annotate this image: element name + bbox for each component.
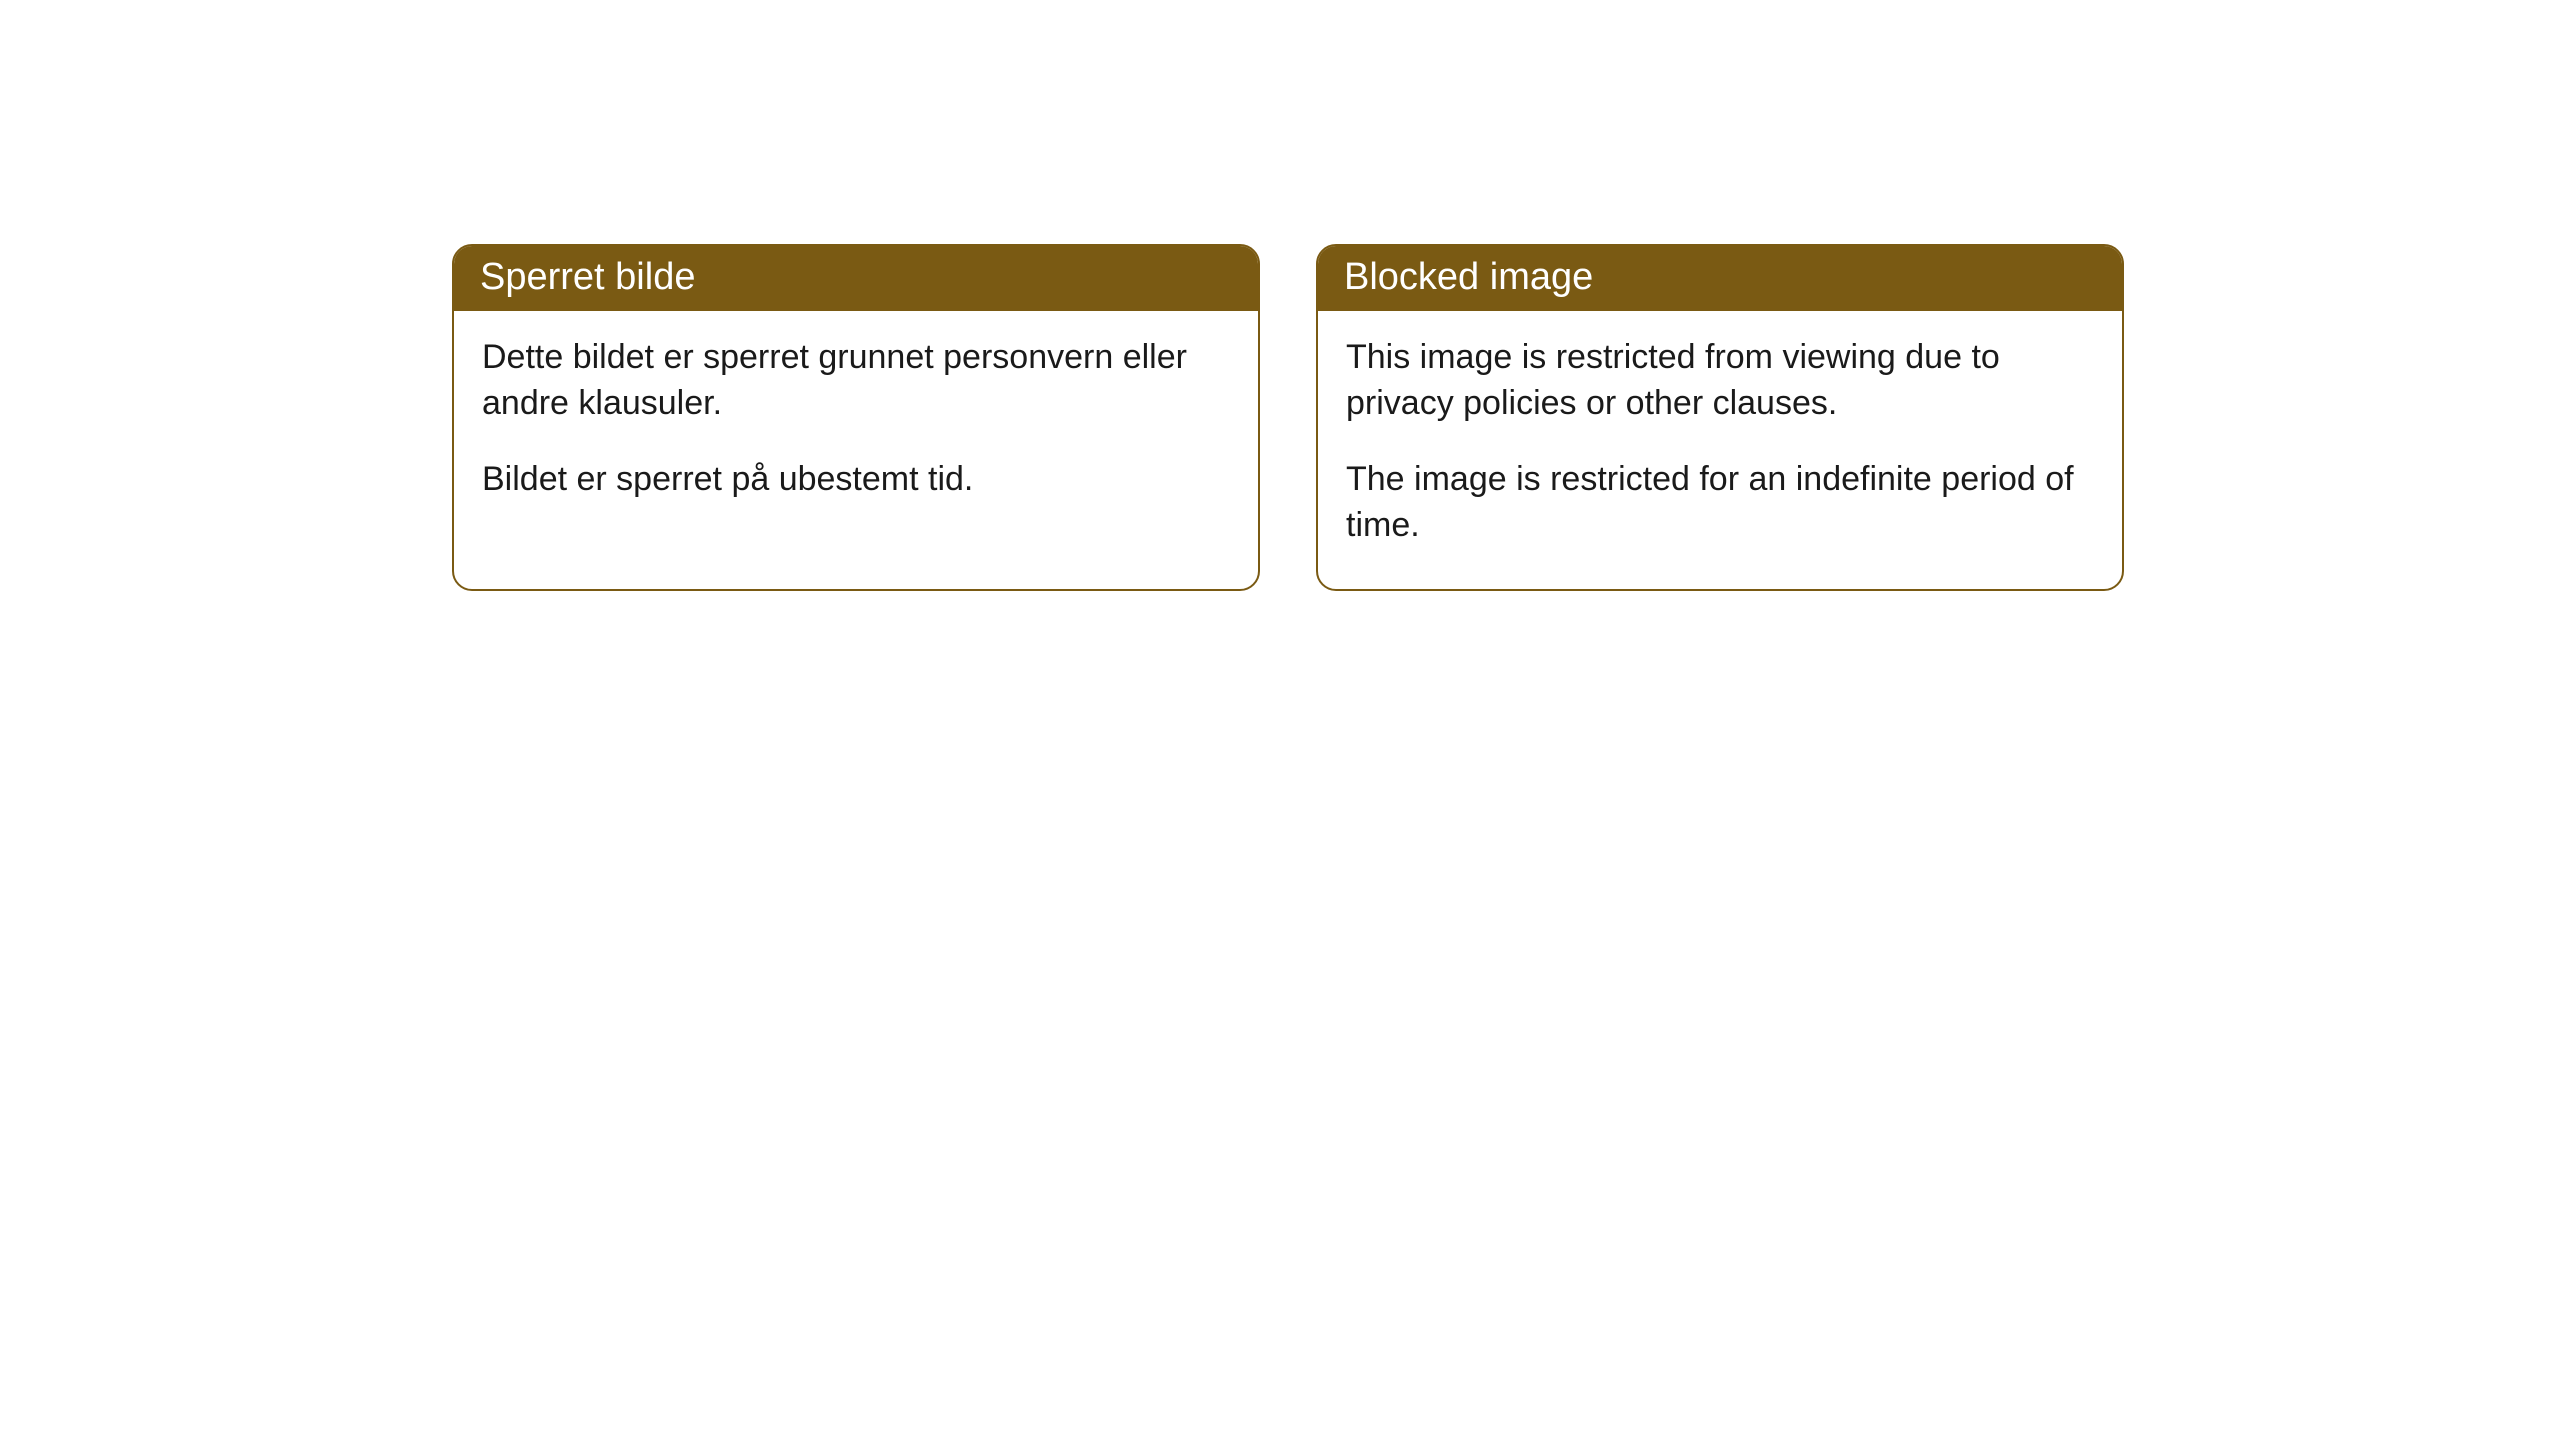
card-title: Sperret bilde: [454, 246, 1258, 311]
card-text-line-2: The image is restricted for an indefinit…: [1346, 457, 2094, 549]
blocked-image-card-en: Blocked image This image is restricted f…: [1316, 244, 2124, 591]
blocked-image-card-no: Sperret bilde Dette bildet er sperret gr…: [452, 244, 1260, 591]
card-body: Dette bildet er sperret grunnet personve…: [454, 311, 1258, 543]
card-text-line-1: Dette bildet er sperret grunnet personve…: [482, 335, 1230, 427]
card-title: Blocked image: [1318, 246, 2122, 311]
card-text-line-2: Bildet er sperret på ubestemt tid.: [482, 457, 1230, 503]
notice-cards-container: Sperret bilde Dette bildet er sperret gr…: [0, 0, 2560, 591]
card-body: This image is restricted from viewing du…: [1318, 311, 2122, 589]
card-text-line-1: This image is restricted from viewing du…: [1346, 335, 2094, 427]
